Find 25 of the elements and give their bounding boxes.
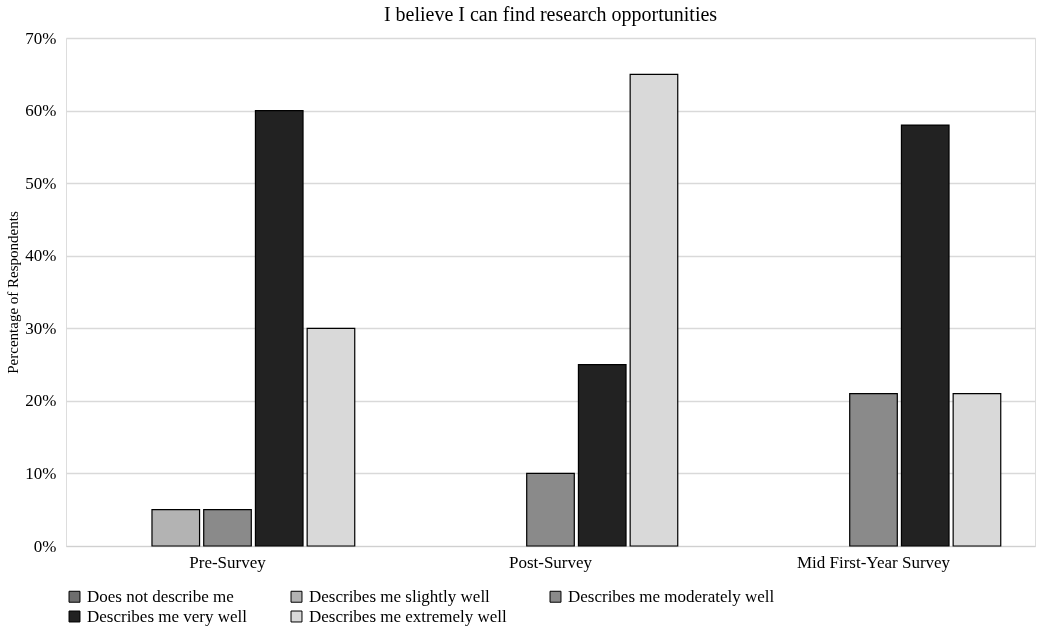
x-tick-label: Mid First-Year Survey (796, 552, 951, 572)
bar (900, 124, 950, 547)
x-tick-label: Pre-Survey (189, 552, 267, 572)
y-axis-title: Percentage of Respondents (5, 211, 22, 374)
legend-label: Describes me moderately well (568, 586, 775, 606)
bar (203, 509, 252, 547)
legend-label: Describes me slightly well (309, 586, 491, 606)
y-tick-label: 10% (25, 463, 57, 483)
y-tick-label: 40% (25, 246, 57, 266)
y-tick-label: 30% (25, 318, 57, 338)
bar (151, 509, 201, 547)
y-tick-label: 50% (25, 173, 57, 193)
bar (577, 363, 627, 547)
legend-label: Describes me extremely well (309, 606, 508, 626)
chart-title: I believe I can find research opportunities (383, 3, 718, 26)
y-tick-label: 70% (25, 28, 57, 48)
y-tick-label: 20% (25, 391, 57, 411)
x-tick-label: Post-Survey (508, 552, 593, 572)
bar (526, 472, 575, 547)
bar (849, 393, 898, 547)
legend-label: Does not describe me (87, 586, 234, 606)
legend-label: Describes me very well (87, 606, 248, 626)
bar (254, 109, 304, 547)
y-tick-label: 0% (33, 536, 57, 556)
y-tick-label: 60% (25, 101, 57, 121)
